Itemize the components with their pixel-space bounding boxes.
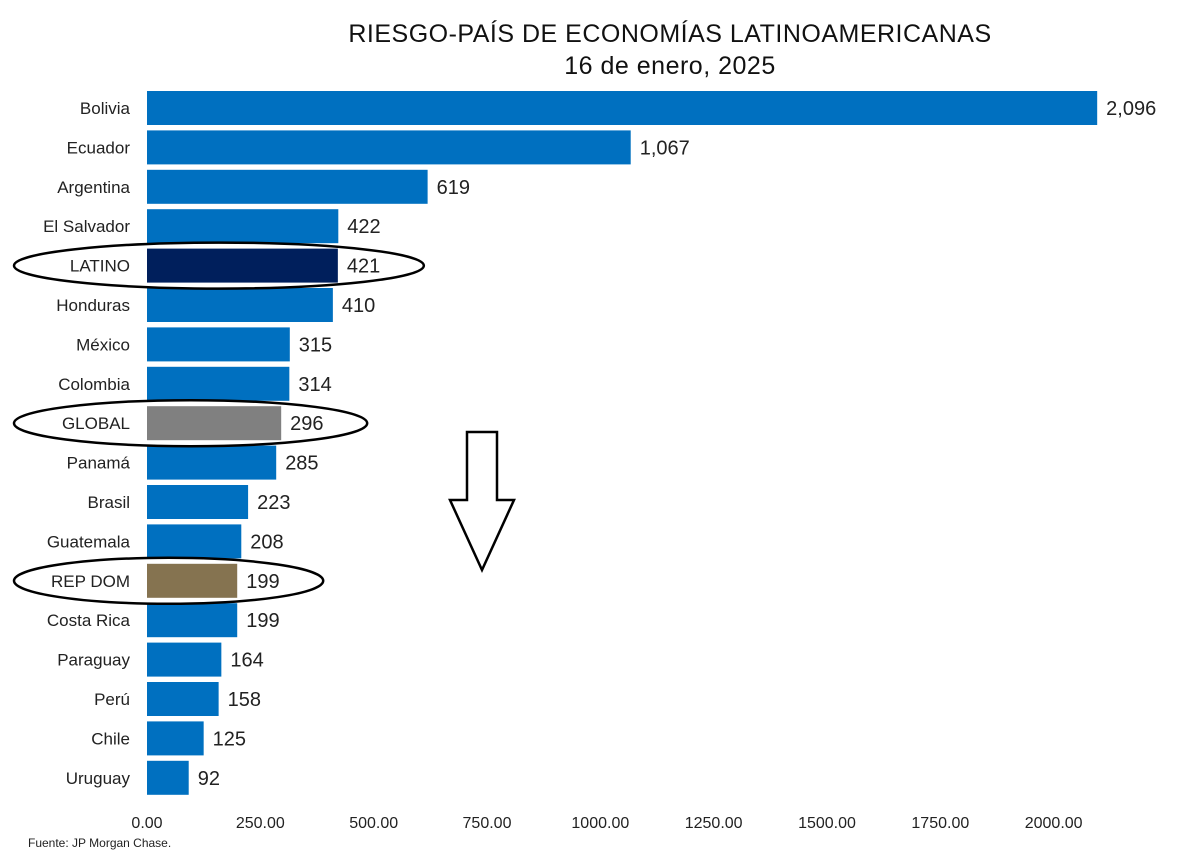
value-label-rep-dom: 199 (246, 571, 279, 593)
value-label-peru: 158 (228, 689, 261, 711)
bar-latino (147, 248, 338, 283)
value-label-panama: 285 (285, 453, 318, 475)
category-label-costa-rica: Costa Rica (47, 611, 131, 630)
value-label-ecuador: 1,067 (640, 137, 690, 159)
value-label-latino: 421 (347, 256, 380, 278)
chart-subtitle: 16 de enero, 2025 (564, 52, 776, 80)
highlight-ellipses (12, 241, 426, 606)
x-tick-label: 750.00 (463, 815, 512, 832)
value-label-honduras: 410 (342, 295, 375, 317)
value-labels: 2,096 1,067 619 422 421 410 315 314 296 285 223 208… (198, 98, 1157, 790)
x-tick-label: 500.00 (349, 815, 398, 832)
value-label-guatemala: 208 (250, 531, 283, 553)
bar-argentina (147, 169, 428, 204)
bar-brasil (147, 485, 249, 519)
bar-el-salvador (147, 209, 339, 244)
x-tick-label: 1250.00 (685, 815, 743, 832)
value-label-el-salvador: 422 (347, 216, 380, 238)
category-label-panama: Panamá (67, 454, 131, 473)
category-label-guatemala: Guatemala (47, 532, 131, 551)
category-label-honduras: Honduras (56, 296, 130, 315)
x-tick-label: 1500.00 (798, 815, 856, 832)
category-labels: Bolivia Ecuador Argentina El Salvador LATINO… (43, 99, 130, 788)
bar-honduras (147, 288, 333, 322)
value-label-argentina: 619 (437, 177, 470, 199)
value-label-colombia: 314 (298, 374, 331, 396)
value-label-uruguay: 92 (198, 768, 220, 790)
bar-peru (147, 682, 219, 716)
bar-guatemala (147, 524, 242, 559)
bar-global (147, 406, 282, 441)
bar-bolivia (147, 91, 1098, 125)
category-label-ecuador: Ecuador (67, 138, 131, 157)
category-label-mexico: México (76, 335, 130, 354)
category-label-colombia: Colombia (58, 375, 130, 394)
value-label-bolivia: 2,096 (1106, 98, 1156, 120)
bar-mexico (147, 327, 290, 362)
down-arrow-icon (448, 430, 516, 574)
bar-costa-rica (147, 603, 238, 638)
highlight-ellipse-global (12, 398, 369, 448)
category-label-latino: LATINO (70, 257, 130, 276)
bar-ecuador (147, 130, 631, 165)
category-label-chile: Chile (91, 729, 130, 748)
highlight-ellipse-latino (12, 241, 426, 290)
source-note: Fuente: JP Morgan Chase. (28, 836, 172, 850)
category-label-global: GLOBAL (62, 414, 130, 433)
category-label-argentina: Argentina (57, 178, 130, 197)
value-label-chile: 125 (213, 728, 246, 750)
category-label-brasil: Brasil (87, 493, 130, 512)
category-label-rep-dom: REP DOM (51, 572, 130, 591)
x-axis-ticks: 0.00 250.00 500.00 750.00 1000.00 1250.00 1500… (131, 815, 1082, 832)
x-tick-label: 250.00 (236, 815, 285, 832)
bar-colombia (147, 366, 290, 401)
x-tick-label: 1750.00 (911, 815, 969, 832)
x-tick-label: 1000.00 (571, 815, 629, 832)
bars-layer (147, 91, 1098, 795)
value-label-costa-rica: 199 (246, 610, 279, 632)
value-label-paraguay: 164 (230, 650, 263, 672)
category-label-uruguay: Uruguay (66, 769, 131, 788)
bar-chile (147, 721, 204, 756)
x-tick-label: 2000.00 (1025, 815, 1083, 832)
bar-uruguay (147, 760, 189, 795)
bar-rep-dom (147, 563, 238, 598)
bar-panama (147, 445, 277, 480)
category-label-peru: Perú (94, 690, 130, 709)
highlight-ellipse-rep-dom (12, 556, 325, 606)
category-label-paraguay: Paraguay (57, 651, 130, 670)
x-tick-label: 0.00 (131, 815, 162, 832)
value-label-brasil: 223 (257, 492, 290, 514)
chart-title: RIESGO-PAÍS DE ECONOMÍAS LATINOAMERICANA… (348, 20, 992, 48)
category-label-bolivia: Bolivia (80, 99, 131, 118)
bar-paraguay (147, 642, 222, 677)
category-label-el-salvador: El Salvador (43, 217, 130, 236)
value-label-global: 296 (290, 413, 323, 435)
value-label-mexico: 315 (299, 334, 332, 356)
